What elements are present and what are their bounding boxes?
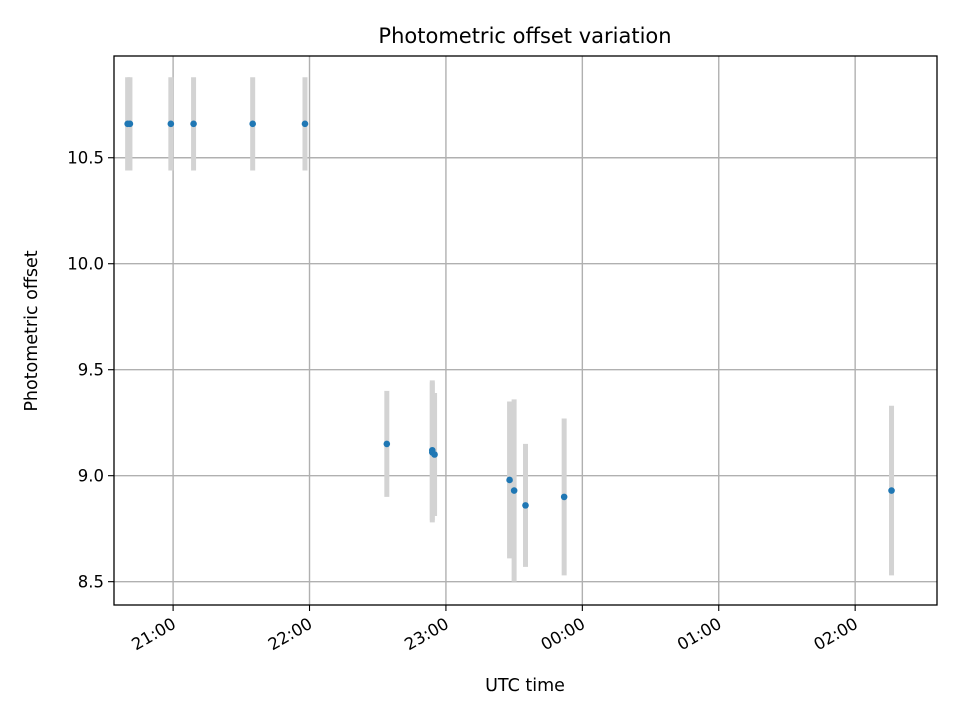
chart-title: Photometric offset variation — [378, 24, 671, 48]
data-points — [124, 120, 895, 509]
data-point — [888, 487, 895, 494]
y-tick-label: 10.0 — [67, 255, 104, 274]
data-point — [560, 493, 568, 501]
data-point — [506, 476, 513, 484]
y-axis-ticks: 8.5 9.0 9.5 10.0 10.5 — [67, 149, 114, 592]
data-point — [167, 120, 175, 128]
y-tick-label: 10.5 — [67, 149, 104, 168]
y-tick-label: 9.0 — [78, 467, 104, 486]
y-axis-label: Photometric offset — [22, 250, 42, 411]
data-point — [431, 451, 438, 458]
y-tick-label: 8.5 — [78, 573, 104, 592]
x-axis-label: UTC time — [485, 676, 565, 696]
data-point — [522, 502, 529, 509]
plot-frame — [113, 55, 938, 606]
data-point — [249, 120, 256, 128]
y-tick-label: 9.5 — [78, 361, 104, 380]
data-point — [510, 487, 518, 494]
data-point — [126, 120, 134, 128]
data-point — [383, 440, 391, 448]
data-point — [190, 120, 197, 128]
data-point — [301, 120, 309, 128]
